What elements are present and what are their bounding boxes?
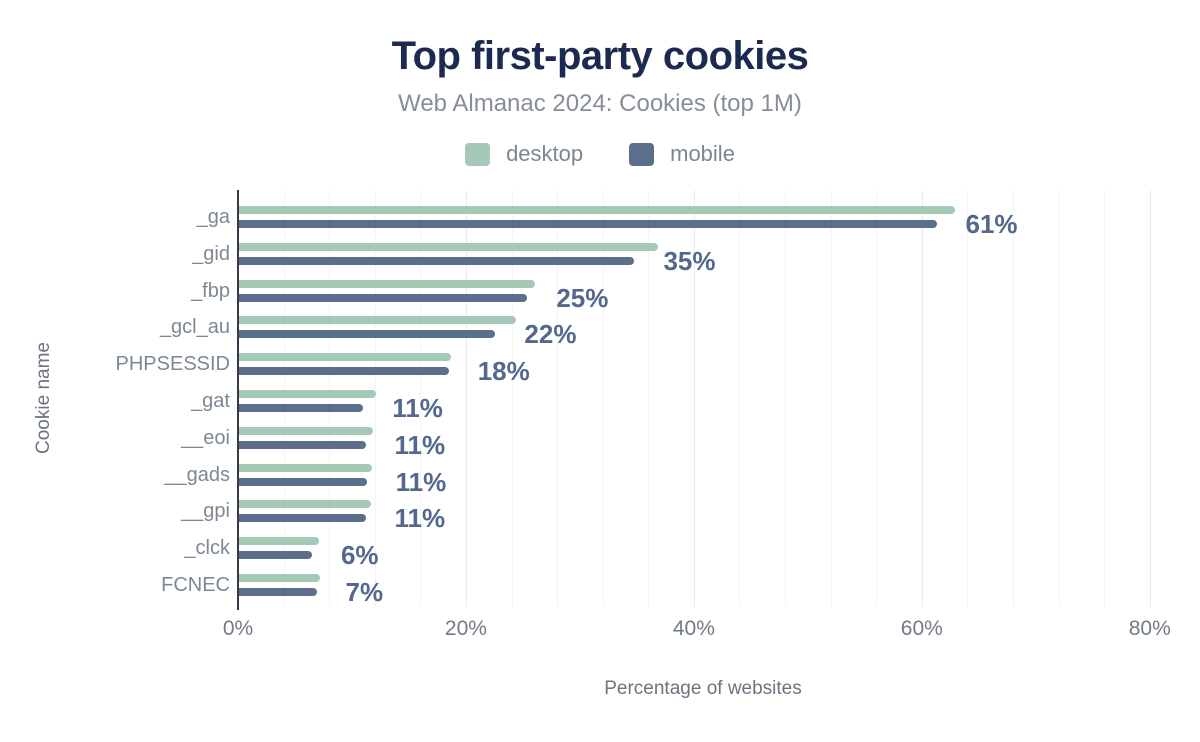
legend-label-desktop: desktop <box>506 141 584 166</box>
category-label: __gpi <box>181 500 230 523</box>
value-label: 22% <box>524 319 577 350</box>
bar-mobile <box>239 588 317 596</box>
desktop-swatch-icon <box>465 142 491 166</box>
bar-desktop <box>239 279 536 288</box>
gridline <box>283 190 285 607</box>
value-label: 11% <box>394 429 446 460</box>
legend-item-mobile: mobile <box>629 141 735 167</box>
bar-desktop <box>239 390 376 398</box>
x-tick-label: 40% <box>672 617 715 640</box>
gridline <box>557 190 559 607</box>
category-label: _gat <box>191 390 230 412</box>
x-tick-label: 0% <box>222 617 254 640</box>
gridline <box>648 190 650 607</box>
gridline <box>511 190 513 607</box>
gridline <box>602 190 604 607</box>
value-label: 18% <box>477 356 530 387</box>
bar-desktop <box>239 537 319 546</box>
bar-mobile <box>239 551 312 560</box>
bar-desktop <box>239 242 659 251</box>
bar-mobile <box>239 220 937 228</box>
bar-desktop <box>239 426 374 435</box>
category-label: _gid <box>192 242 230 265</box>
gridline <box>329 190 331 607</box>
x-tick-label: 80% <box>1128 617 1171 640</box>
bar-mobile <box>239 256 635 265</box>
bar-mobile <box>239 330 496 339</box>
x-tick-label: 60% <box>900 617 943 640</box>
bar-desktop <box>239 316 516 325</box>
y-axis-line <box>237 190 239 610</box>
bar-mobile <box>239 440 366 449</box>
category-label: _clck <box>184 537 230 560</box>
value-label: 11% <box>395 466 447 497</box>
bar-desktop <box>239 353 451 362</box>
bar-mobile <box>239 293 528 302</box>
bar-desktop <box>239 500 372 509</box>
gridline <box>739 190 741 607</box>
value-label: 7% <box>345 577 384 607</box>
bar-mobile <box>239 367 449 376</box>
gridline <box>1104 190 1106 607</box>
gridline <box>921 190 923 607</box>
x-axis-title: Percentage of websites <box>604 678 802 699</box>
y-axis-title: Cookie name <box>33 342 54 454</box>
gridline <box>830 190 832 607</box>
value-label: 35% <box>663 245 716 276</box>
chart-subtitle: Web Almanac 2024: Cookies (top 1M) <box>398 90 802 117</box>
bar-desktop <box>239 574 320 582</box>
value-label: 25% <box>556 282 609 313</box>
bar-desktop <box>239 206 955 214</box>
category-label: __eoi <box>181 426 230 449</box>
x-tick-label: 20% <box>444 617 487 640</box>
value-label: 11% <box>392 393 443 423</box>
category-label: _gcl_au <box>159 316 230 339</box>
bar-desktop <box>239 463 373 472</box>
legend: desktop mobile <box>0 141 1200 167</box>
category-label: __gads <box>164 463 230 486</box>
legend-item-desktop: desktop <box>465 141 583 167</box>
gridline <box>876 190 878 607</box>
gridline <box>420 190 422 607</box>
chart-title: Top first-party cookies <box>391 34 809 78</box>
mobile-swatch-icon <box>629 142 655 166</box>
gridline <box>465 190 467 607</box>
value-label: 11% <box>394 503 446 534</box>
gridline <box>967 190 969 607</box>
gridline <box>1013 190 1014 607</box>
category-label: PHPSESSID <box>115 353 230 376</box>
value-label: 6% <box>340 540 379 571</box>
value-label: 61% <box>965 209 1018 239</box>
gridline <box>785 190 787 607</box>
gridline <box>693 190 695 607</box>
gridline <box>374 190 376 607</box>
category-label: _fbp <box>191 279 230 302</box>
gridline <box>1149 190 1151 607</box>
bar-mobile <box>239 477 367 486</box>
gridline <box>1058 190 1060 607</box>
bar-mobile <box>239 404 364 412</box>
category-label: FCNEC <box>161 574 230 596</box>
category-label: _ga <box>196 206 230 228</box>
bar-mobile <box>239 514 366 523</box>
legend-label-mobile: mobile <box>670 141 735 166</box>
